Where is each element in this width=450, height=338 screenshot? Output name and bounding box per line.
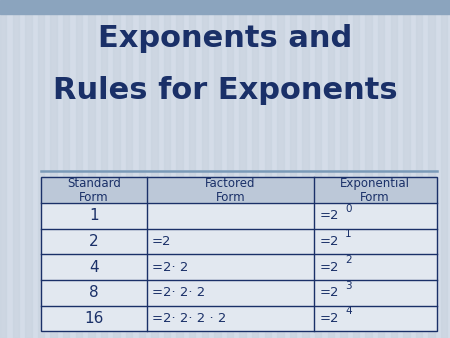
- Text: 4: 4: [89, 260, 99, 275]
- Bar: [40, 177, 436, 203]
- Bar: [0, 0, 450, 14]
- Bar: [151, 0, 158, 338]
- Text: 3: 3: [345, 281, 352, 291]
- Bar: [40, 306, 436, 331]
- Bar: [126, 0, 132, 338]
- Bar: [277, 0, 284, 338]
- Bar: [101, 0, 107, 338]
- Text: 0: 0: [345, 204, 352, 214]
- Bar: [113, 0, 120, 338]
- Bar: [0, 0, 6, 338]
- Text: =2· 2: =2· 2: [152, 261, 188, 274]
- Bar: [214, 0, 220, 338]
- Bar: [302, 0, 309, 338]
- Bar: [176, 0, 183, 338]
- Text: 1: 1: [345, 230, 352, 239]
- Bar: [441, 0, 447, 338]
- Bar: [403, 0, 410, 338]
- Text: Rules for Exponents: Rules for Exponents: [53, 76, 397, 105]
- Text: Standard
Form: Standard Form: [67, 176, 121, 204]
- Bar: [25, 0, 32, 338]
- Bar: [340, 0, 346, 338]
- Bar: [40, 177, 436, 331]
- Text: Factored
Form: Factored Form: [205, 176, 256, 204]
- Text: 2: 2: [89, 234, 99, 249]
- Text: =2· 2· 2: =2· 2· 2: [152, 286, 205, 299]
- Text: 8: 8: [89, 285, 99, 300]
- Bar: [416, 0, 422, 338]
- Bar: [38, 0, 44, 338]
- Bar: [40, 229, 436, 254]
- Bar: [40, 254, 436, 280]
- Text: =2: =2: [319, 210, 339, 222]
- Text: 2: 2: [345, 255, 352, 265]
- Bar: [40, 280, 436, 306]
- Text: Exponential
Form: Exponential Form: [340, 176, 410, 204]
- Bar: [63, 0, 69, 338]
- Text: =2: =2: [152, 235, 171, 248]
- Bar: [353, 0, 359, 338]
- Bar: [13, 0, 19, 338]
- Text: 4: 4: [345, 306, 352, 316]
- Bar: [164, 0, 170, 338]
- Bar: [252, 0, 258, 338]
- Bar: [290, 0, 296, 338]
- Bar: [315, 0, 321, 338]
- Bar: [50, 0, 57, 338]
- Bar: [391, 0, 397, 338]
- Bar: [76, 0, 82, 338]
- Text: 1: 1: [89, 209, 99, 223]
- Bar: [202, 0, 208, 338]
- Bar: [139, 0, 145, 338]
- Bar: [265, 0, 271, 338]
- Bar: [365, 0, 372, 338]
- Text: =2: =2: [319, 235, 339, 248]
- Bar: [378, 0, 384, 338]
- Bar: [328, 0, 334, 338]
- Bar: [88, 0, 94, 338]
- Text: Exponents and: Exponents and: [98, 24, 352, 53]
- Text: =2: =2: [319, 286, 339, 299]
- Bar: [239, 0, 246, 338]
- Bar: [40, 203, 436, 229]
- Text: =2: =2: [319, 261, 339, 274]
- Bar: [428, 0, 435, 338]
- Text: 16: 16: [84, 311, 104, 326]
- Bar: [189, 0, 195, 338]
- Text: =2· 2· 2 · 2: =2· 2· 2 · 2: [152, 312, 226, 325]
- Bar: [227, 0, 233, 338]
- Text: =2: =2: [319, 312, 339, 325]
